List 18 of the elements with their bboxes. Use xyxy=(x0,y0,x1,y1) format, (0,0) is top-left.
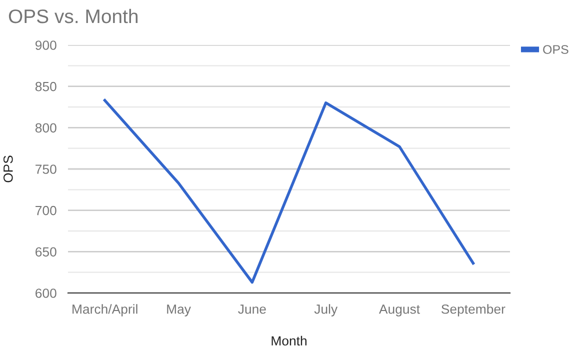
y-tick-label: 600 xyxy=(36,288,56,298)
y-axis-title: OPS xyxy=(3,156,13,182)
x-tick-label: September xyxy=(442,304,506,316)
y-tick-label: 900 xyxy=(35,40,56,50)
x-axis-title: Month xyxy=(272,336,306,346)
x-tick-label: June xyxy=(238,304,266,314)
line-series xyxy=(103,98,475,284)
y-tick-label: 700 xyxy=(36,206,56,216)
y-tick-label: 800 xyxy=(35,123,56,133)
x-tick-label: July xyxy=(314,304,338,316)
y-tick-label: 850 xyxy=(35,82,56,92)
x-tick-label: May xyxy=(167,304,191,316)
y-tick-label: 650 xyxy=(36,247,56,257)
x-tick-label: March/April xyxy=(72,304,138,316)
x-tick-label: August xyxy=(378,304,420,316)
y-tick-label: 750 xyxy=(36,164,56,174)
legend-label: OPS xyxy=(543,45,568,54)
chart-title: OPS vs. Month xyxy=(8,8,138,24)
